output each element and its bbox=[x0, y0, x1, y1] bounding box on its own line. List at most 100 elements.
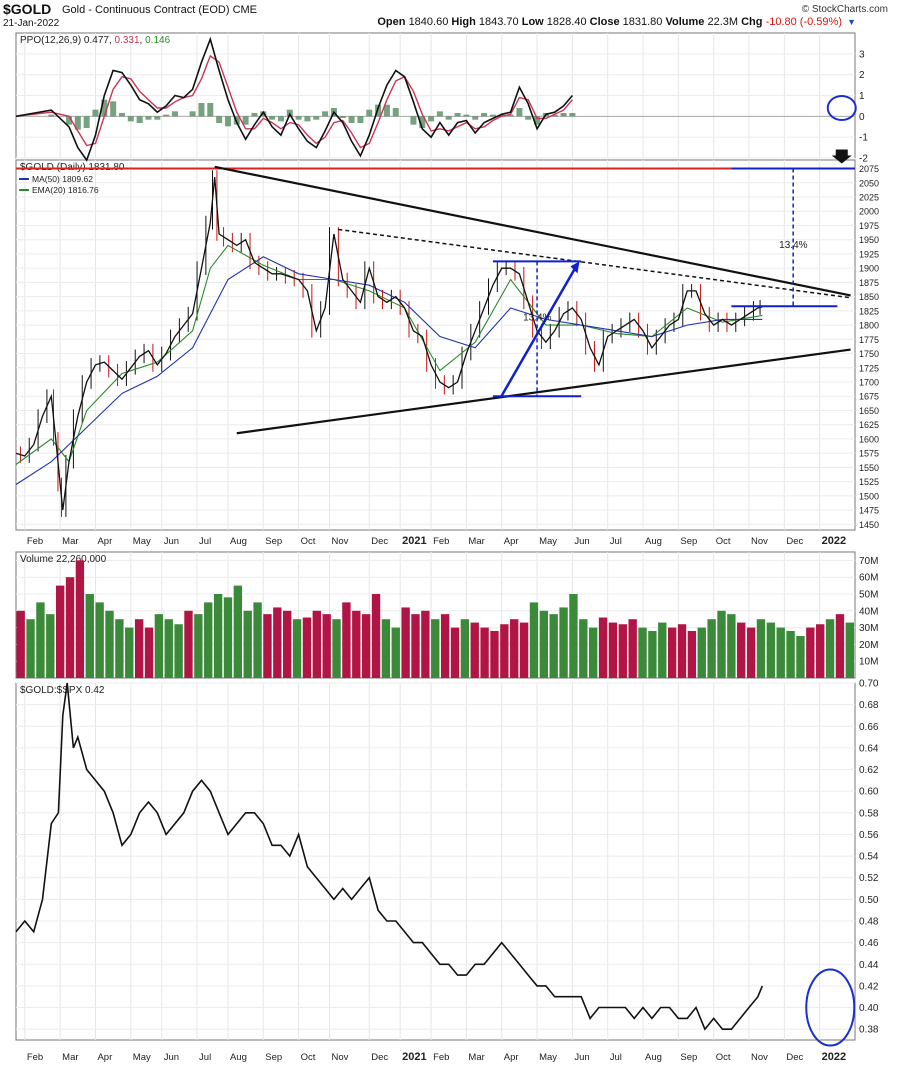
volume-bar bbox=[154, 614, 164, 678]
y-tick-label-volume: 70M bbox=[859, 556, 878, 567]
y-tick-label-ratio: 0.50 bbox=[859, 895, 879, 906]
ppo-hist-bar bbox=[454, 113, 461, 117]
y-tick-label-ppo: -1 bbox=[859, 133, 868, 144]
ppo-title: PPO(12,26,9) 0.477, 0.331, 0.146 bbox=[20, 35, 171, 46]
ppo-hist-bar bbox=[498, 114, 505, 117]
volume-bar bbox=[746, 627, 756, 678]
ppo-hist-bar bbox=[339, 116, 346, 118]
volume-bar bbox=[302, 617, 312, 678]
volume-bar bbox=[588, 627, 598, 678]
x-tick-label: Jun bbox=[164, 1052, 179, 1063]
volume-bar bbox=[835, 614, 845, 678]
volume-bar bbox=[253, 602, 262, 678]
x-tick-label: Oct bbox=[716, 536, 731, 547]
ppo-hist-bar bbox=[207, 103, 214, 117]
down-arrow-icon bbox=[831, 149, 852, 164]
volume-bar bbox=[460, 619, 470, 678]
y-tick-label-price: 2025 bbox=[859, 193, 879, 203]
volume-bar bbox=[391, 627, 400, 678]
volume-bar bbox=[263, 614, 272, 678]
volume-bar bbox=[490, 630, 499, 678]
y-tick-label-ratio: 0.52 bbox=[859, 873, 879, 884]
y-tick-label-volume: 30M bbox=[859, 623, 878, 634]
volume-bar bbox=[273, 607, 282, 678]
y-tick-label-price: 2050 bbox=[859, 178, 879, 188]
ppo-hist-bar bbox=[481, 113, 488, 117]
x-tick-label: Feb bbox=[27, 536, 43, 547]
y-tick-label-price: 1700 bbox=[859, 378, 879, 388]
volume-bar bbox=[687, 630, 697, 678]
volume-bar bbox=[36, 602, 45, 678]
x-tick-label: Apr bbox=[504, 1052, 519, 1063]
highlight-circle bbox=[805, 968, 856, 1047]
ppo-hist-bar bbox=[295, 116, 302, 120]
y-tick-label-ppo: 2 bbox=[859, 70, 865, 81]
x-tick-label: Dec bbox=[786, 1052, 803, 1063]
price-title: $GOLD (Daily) 1831.80 bbox=[20, 162, 125, 173]
y-tick-label-ratio: 0.56 bbox=[859, 830, 879, 841]
y-tick-label-price: 1625 bbox=[859, 420, 879, 430]
measure-label: 13.4% bbox=[523, 313, 551, 324]
y-tick-label-ppo: 3 bbox=[859, 49, 865, 60]
ppo-hist-bar bbox=[348, 116, 355, 123]
ppo-hist-bar bbox=[189, 111, 196, 117]
volume-bar bbox=[618, 624, 627, 678]
ppo-hist-bar bbox=[198, 103, 205, 117]
volume-bar bbox=[825, 619, 835, 678]
x-tick-label: May bbox=[539, 536, 557, 547]
symbol-title: $GOLD bbox=[3, 1, 52, 17]
descending-trendline bbox=[214, 165, 851, 297]
volume-bar bbox=[184, 610, 193, 678]
ppo-hist-bar bbox=[357, 116, 364, 123]
volume-bar bbox=[371, 594, 381, 678]
price-legend-entry: MA(50) 1809.62 bbox=[32, 174, 93, 184]
volume-bar bbox=[95, 602, 104, 678]
x-tick-label: Feb bbox=[433, 536, 449, 547]
ppo-hist-bar bbox=[410, 116, 417, 125]
volume-bar bbox=[332, 619, 341, 678]
y-tick-label-ratio: 0.60 bbox=[859, 787, 879, 798]
y-tick-label-price: 1450 bbox=[859, 520, 879, 530]
x-tick-label: May bbox=[539, 1052, 557, 1063]
volume-bar bbox=[677, 624, 687, 678]
x-tick-label: Sep bbox=[265, 1052, 282, 1063]
y-tick-label-price: 2075 bbox=[859, 164, 879, 174]
y-tick-label-price: 1925 bbox=[859, 249, 879, 259]
volume-bar bbox=[648, 630, 657, 678]
ppo-hist-bar bbox=[154, 116, 161, 120]
volume-bar bbox=[431, 619, 440, 678]
x-tick-label: Sep bbox=[265, 536, 282, 547]
volume-bar bbox=[440, 614, 450, 678]
x-tick-label: Jun bbox=[164, 536, 179, 547]
y-tick-label-price: 2000 bbox=[859, 207, 879, 217]
panel-frame-price bbox=[15, 159, 856, 531]
ppo-hist-bar bbox=[110, 101, 117, 117]
volume-bar bbox=[727, 614, 736, 678]
y-tick-label-ratio: 0.42 bbox=[859, 981, 879, 992]
volume-bar bbox=[470, 622, 479, 678]
y-tick-label-volume: 10M bbox=[859, 657, 878, 668]
x-tick-label: Mar bbox=[62, 536, 78, 547]
volume-bar bbox=[164, 619, 173, 678]
chevron-down-icon[interactable]: ▼ bbox=[847, 17, 856, 27]
measure-arrow bbox=[500, 264, 578, 397]
volume-bar bbox=[796, 636, 805, 678]
arrow-head-icon bbox=[570, 261, 580, 274]
volume-bar bbox=[806, 627, 815, 678]
price-legend-entry: EMA(20) 1816.76 bbox=[32, 185, 99, 195]
volume-title: Volume 22,260,000 bbox=[20, 554, 107, 565]
volume-bar bbox=[539, 610, 549, 678]
volume-bar bbox=[16, 610, 25, 678]
x-tick-label: Jun bbox=[574, 1052, 589, 1063]
ppo-hist-bar bbox=[516, 108, 523, 117]
y-tick-label-ratio: 0.40 bbox=[859, 1003, 879, 1014]
ma50-line bbox=[15, 256, 763, 485]
y-tick-label-price: 1825 bbox=[859, 306, 879, 316]
y-tick-label-ratio: 0.38 bbox=[859, 1025, 879, 1036]
y-tick-label-ppo: 1 bbox=[859, 91, 865, 102]
ppo-hist-bar bbox=[392, 108, 399, 117]
x-tick-label: Aug bbox=[645, 1052, 662, 1063]
ppo-hist-bar bbox=[48, 114, 55, 117]
ascending-trendline bbox=[236, 348, 851, 435]
